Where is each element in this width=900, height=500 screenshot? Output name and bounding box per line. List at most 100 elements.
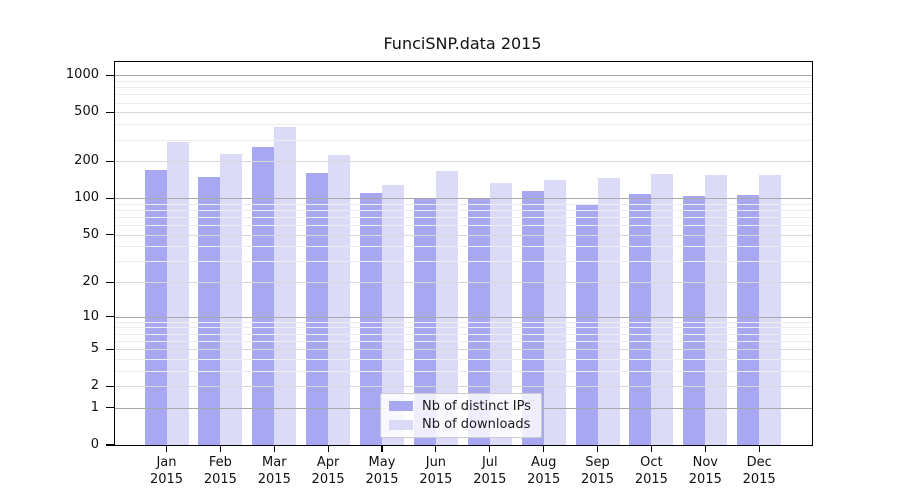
gridline-20 (115, 282, 812, 284)
x-tick-feb (219, 446, 221, 452)
y-tick-1 (106, 407, 114, 409)
gridline-200 (115, 161, 812, 163)
legend-swatch-distinct-ips (389, 401, 413, 412)
y-tick-200 (106, 160, 114, 162)
x-tick-label-dec: Dec 2015 (742, 455, 776, 487)
legend-item-distinct-ips: Nb of distinct IPs (381, 399, 541, 414)
bar-apr-downloads (328, 155, 351, 445)
x-tick-dec (758, 446, 760, 452)
legend-item-downloads: Nb of downloads (381, 417, 541, 432)
bar-aug-distinct-ips (521, 190, 544, 445)
gridline-600 (115, 102, 812, 104)
x-tick-jun (435, 446, 437, 452)
legend-swatch-downloads (389, 419, 413, 430)
y-tick-label-5: 5 (90, 341, 99, 357)
x-tick-oct (650, 446, 652, 452)
y-tick-20 (106, 281, 114, 283)
bar-jan-downloads (166, 142, 189, 445)
gridline-9 (115, 321, 812, 323)
gridline-300 (115, 139, 812, 141)
bar-feb-distinct-ips (198, 176, 221, 445)
gridline-900 (115, 81, 812, 82)
bar-mar-distinct-ips (252, 147, 275, 445)
gridline-7 (115, 333, 812, 335)
y-tick-0 (106, 444, 114, 446)
x-tick-jul (489, 446, 491, 452)
y-tick-label-200: 200 (74, 153, 99, 169)
y-tick-label-2: 2 (90, 378, 99, 394)
gridline-80 (115, 209, 812, 211)
x-tick-nov (704, 446, 706, 452)
y-tick-label-100: 100 (74, 190, 99, 206)
bar-dec-downloads (759, 174, 782, 445)
gridline-5 (115, 349, 812, 351)
x-tick-label-aug: Aug 2015 (527, 455, 561, 487)
x-tick-label-nov: Nov 2015 (688, 455, 722, 487)
bar-oct-distinct-ips (629, 194, 652, 445)
x-tick-mar (273, 446, 275, 452)
y-tick-10 (106, 316, 114, 318)
bar-apr-distinct-ips (306, 173, 329, 445)
y-tick-2 (106, 385, 114, 387)
bar-jan-distinct-ips (144, 169, 167, 445)
y-tick-label-0: 0 (90, 437, 99, 452)
bar-sep-downloads (597, 178, 620, 445)
gridline-2 (115, 386, 812, 388)
y-tick-5 (106, 348, 114, 350)
bar-may-downloads (382, 185, 404, 445)
bar-jun-distinct-ips (413, 197, 436, 445)
gridline-800 (115, 87, 812, 89)
x-tick-may (381, 446, 383, 452)
bar-jul-downloads (489, 182, 512, 445)
y-tick-50 (106, 234, 114, 236)
gridline-50 (115, 234, 812, 236)
y-tick-1000 (106, 74, 114, 76)
y-tick-label-20: 20 (82, 274, 99, 290)
bar-may-distinct-ips (360, 193, 382, 445)
bar-jun-downloads (435, 170, 458, 445)
x-tick-label-jun: Jun 2015 (419, 455, 453, 487)
x-tick-label-jan: Jan 2015 (149, 455, 184, 487)
gridline-8 (115, 327, 812, 329)
y-tick-label-500: 500 (74, 104, 99, 120)
gridline-400 (115, 124, 812, 126)
legend-label-distinct-ips: Nb of distinct IPs (422, 398, 531, 414)
bar-mar-downloads (274, 127, 297, 445)
x-tick-label-apr: Apr 2015 (311, 455, 345, 487)
gridline-30 (115, 261, 812, 263)
x-tick-apr (327, 446, 329, 452)
chart-title: FunciSNP.data 2015 (383, 34, 542, 53)
x-tick-label-jul: Jul 2015 (473, 455, 507, 487)
bar-jul-distinct-ips (467, 198, 490, 445)
y-tick-label-1000: 1000 (65, 67, 99, 83)
bar-nov-distinct-ips (683, 195, 706, 445)
gridline-70 (115, 216, 812, 218)
legend: Nb of distinct IPs Nb of downloads (380, 393, 542, 438)
gridline-1000 (115, 75, 812, 77)
bar-aug-downloads (543, 180, 566, 445)
bar-dec-distinct-ips (737, 195, 760, 445)
x-tick-label-feb: Feb 2015 (203, 455, 237, 487)
x-tick-label-may: May 2015 (365, 455, 399, 487)
legend-label-downloads: Nb of downloads (422, 417, 531, 433)
plot-area: Nb of distinct IPs Nb of downloads 0 1 2 5 1… (66, 61, 813, 487)
gridline-40 (115, 246, 812, 248)
x-tick-label-sep: Sep 2015 (580, 455, 615, 487)
x-tick-label-mar: Mar 2015 (257, 455, 291, 487)
gridline-60 (115, 225, 812, 226)
y-tick-100 (106, 197, 114, 199)
gridline-700 (115, 94, 812, 96)
x-tick-sep (596, 446, 599, 452)
gridline-500 (115, 112, 812, 114)
gridline-100 (115, 198, 812, 200)
y-tick-label-1: 1 (90, 399, 99, 415)
y-tick-500 (106, 111, 114, 113)
x-tick-aug (543, 446, 545, 452)
gridline-6 (115, 340, 812, 342)
gridline-4 (115, 358, 812, 360)
bar-oct-downloads (651, 173, 674, 445)
bar-nov-downloads (705, 174, 728, 445)
bar-feb-downloads (220, 153, 243, 445)
y-tick-label-50: 50 (82, 226, 99, 242)
bar-sep-distinct-ips (575, 203, 598, 445)
